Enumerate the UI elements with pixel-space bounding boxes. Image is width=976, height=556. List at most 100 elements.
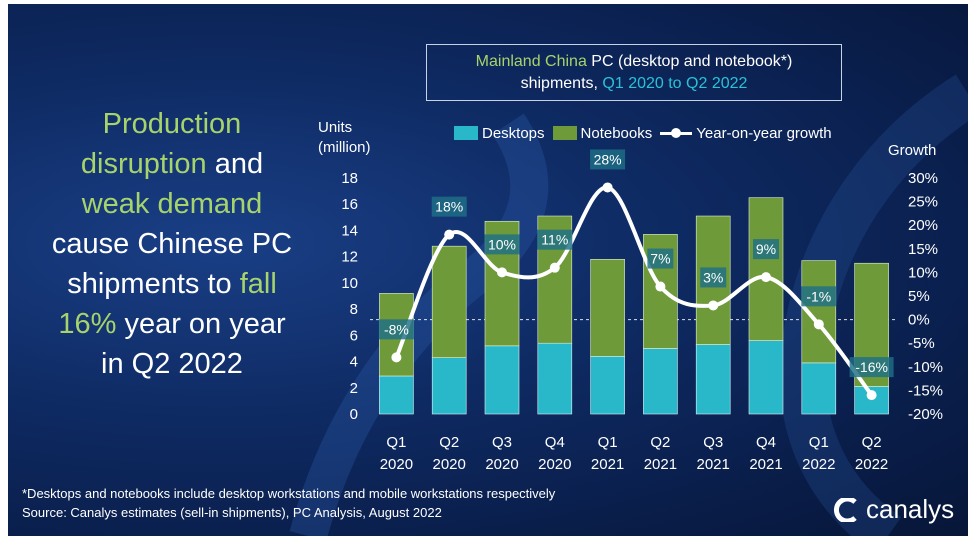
x-tick-quarter: Q4 bbox=[756, 434, 776, 451]
infographic-panel: Production disruption and weak demand ca… bbox=[8, 4, 968, 536]
right-tick-label: 20% bbox=[908, 217, 938, 234]
x-tick-year: 2021 bbox=[749, 456, 782, 473]
x-tick-quarter: Q1 bbox=[809, 434, 829, 451]
x-tick-year: 2020 bbox=[433, 456, 466, 473]
growth-data-label: 3% bbox=[703, 269, 723, 285]
headline-line1: Production bbox=[102, 108, 242, 140]
growth-data-label: 9% bbox=[756, 241, 776, 257]
growth-data-label: 10% bbox=[488, 236, 516, 252]
growth-point bbox=[549, 262, 560, 273]
bar-desktops bbox=[484, 345, 520, 415]
bar-notebooks bbox=[748, 197, 784, 341]
shipments-chart: 0 2 4 6 8 10 12 14 16 18 -20% -15% -10% -5% 0% 5% 10% 15%… bbox=[341, 149, 943, 473]
headline-line7: in Q2 2022 bbox=[101, 348, 243, 380]
headline-line6-a: 16% bbox=[58, 308, 117, 340]
growth-data-label: -8% bbox=[384, 321, 409, 337]
legend-notebooks-swatch bbox=[552, 126, 577, 140]
legend-desktops-label: Desktops bbox=[482, 124, 545, 142]
x-tick-quarter: Q1 bbox=[598, 434, 618, 451]
growth-data-label: 18% bbox=[435, 199, 463, 215]
x-tick-year: 2021 bbox=[644, 456, 677, 473]
right-tick-label: 5% bbox=[908, 288, 930, 305]
growth-label-bg bbox=[431, 196, 467, 217]
left-tick-label: 4 bbox=[350, 354, 358, 371]
right-tick-label: 30% bbox=[908, 170, 938, 187]
right-tick-label: -10% bbox=[908, 359, 943, 376]
left-tick-label: 2 bbox=[350, 380, 358, 397]
x-tick-quarter: Q4 bbox=[545, 434, 565, 451]
chart-title-subject: PC (desktop and notebook*) bbox=[586, 53, 793, 70]
growth-data-label: -16% bbox=[855, 359, 888, 375]
x-tick-quarter: Q1 bbox=[386, 434, 406, 451]
growth-data-label: 7% bbox=[650, 251, 670, 267]
growth-label-bg bbox=[700, 267, 727, 288]
headline-line3: weak demand bbox=[81, 188, 263, 220]
growth-label-bg bbox=[849, 357, 894, 378]
x-tick-quarter: Q2 bbox=[439, 434, 459, 451]
growth-point bbox=[813, 319, 824, 330]
bar-desktops bbox=[643, 348, 678, 415]
x-tick-year: 2020 bbox=[538, 456, 571, 473]
chart-title-period: Q1 2020 to Q2 2022 bbox=[602, 75, 748, 92]
growth-data-label: 11% bbox=[541, 232, 568, 248]
bar-desktops bbox=[431, 357, 467, 415]
growth-line bbox=[394, 185, 874, 397]
left-tick-label: 0 bbox=[350, 406, 358, 423]
legend-desktops-swatch bbox=[454, 126, 478, 140]
growth-label-bg bbox=[537, 229, 573, 250]
legend-growth: Year-on-year growth bbox=[660, 125, 832, 142]
canalys-logo: canalys bbox=[830, 494, 954, 525]
growth-label-bg bbox=[484, 234, 520, 255]
right-axis-title: Growth bbox=[888, 142, 937, 159]
legend-notebooks: Notebooks bbox=[552, 124, 653, 142]
bar-desktops bbox=[801, 362, 837, 415]
x-tick-year: 2020 bbox=[380, 456, 413, 473]
right-tick-label: 25% bbox=[908, 194, 938, 211]
growth-point bbox=[866, 390, 877, 401]
headline-line5-a: shipments to bbox=[67, 268, 240, 300]
legend-growth-swatch bbox=[660, 126, 693, 140]
left-axis-title-line1: Units bbox=[318, 119, 353, 136]
growth-point bbox=[497, 267, 507, 278]
growth-data-label: 28% bbox=[594, 151, 622, 167]
headline-line4: cause Chinese PC bbox=[51, 228, 293, 260]
legend-desktops: Desktops bbox=[454, 125, 545, 142]
canalys-logo-icon bbox=[834, 497, 857, 522]
left-axis-title: Units (million) bbox=[318, 118, 371, 158]
left-tick-label: 8 bbox=[350, 301, 358, 318]
x-tick-quarter: Q3 bbox=[703, 434, 723, 451]
right-tick-label: -15% bbox=[908, 382, 943, 399]
left-tick-label: 14 bbox=[341, 222, 358, 239]
headline-line2-b: and bbox=[206, 148, 264, 180]
left-tick-label: 18 bbox=[341, 170, 358, 187]
growth-label-bg bbox=[753, 239, 779, 260]
bar-desktops bbox=[695, 344, 731, 415]
footnote-source: Source: Canalys estimates (sell-in shipm… bbox=[22, 505, 442, 520]
left-axis-title-line2: (million) bbox=[318, 139, 371, 156]
x-tick-year: 2021 bbox=[697, 456, 730, 473]
growth-label-bg bbox=[647, 248, 674, 269]
growth-label-bg bbox=[378, 319, 414, 340]
bar-desktops bbox=[590, 356, 625, 415]
right-tick-label: 10% bbox=[908, 264, 938, 281]
right-tick-label: 0% bbox=[908, 312, 930, 329]
growth-point bbox=[444, 229, 455, 240]
bar-notebooks bbox=[590, 258, 625, 357]
x-tick-quarter: Q3 bbox=[492, 434, 512, 451]
legend-notebooks-label: Notebooks bbox=[580, 124, 653, 142]
bar-desktops bbox=[379, 375, 414, 415]
x-tick-year: 2021 bbox=[591, 456, 624, 473]
growth-point bbox=[761, 272, 771, 283]
left-tick-label: 10 bbox=[341, 275, 358, 292]
growth-point bbox=[391, 352, 402, 363]
canalys-logo-text: canalys bbox=[866, 494, 955, 524]
right-tick-label: -5% bbox=[908, 335, 935, 352]
x-tick-quarter: Q2 bbox=[862, 434, 882, 451]
chart-title-region: Mainland China bbox=[475, 53, 587, 70]
x-tick-year: 2020 bbox=[485, 456, 518, 473]
bar-desktops bbox=[748, 340, 784, 415]
x-tick-year: 2022 bbox=[802, 456, 835, 473]
headline-line5-b: fall bbox=[239, 268, 277, 300]
chart-title-box: Mainland China PC (desktop and notebook*… bbox=[426, 44, 842, 101]
headline-line6-b: year on year bbox=[116, 308, 286, 340]
